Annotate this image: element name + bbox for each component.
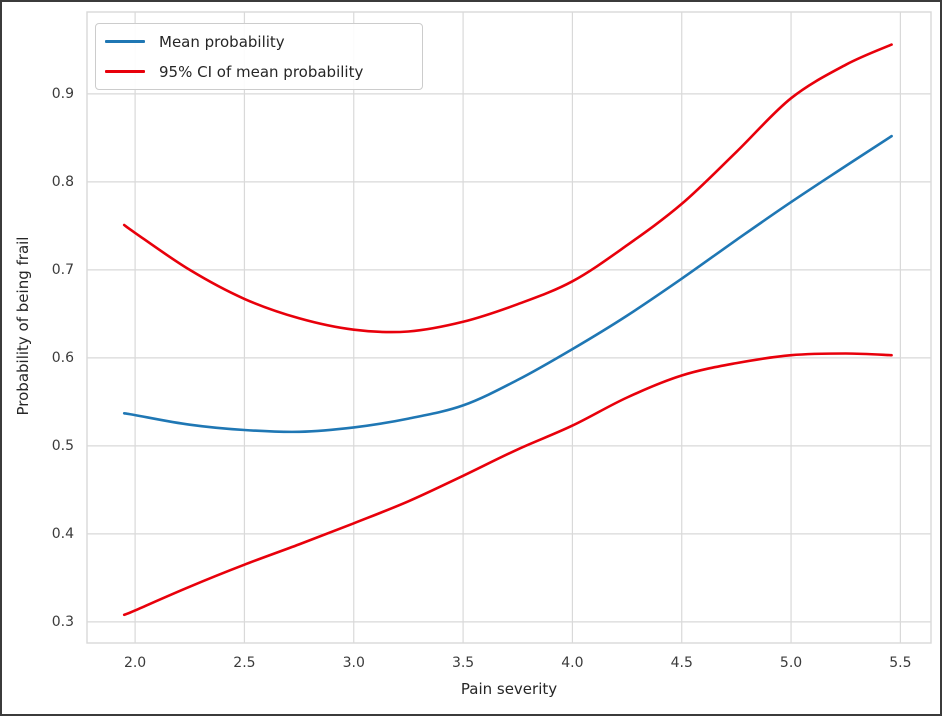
y-tick-label: 0.8 [51,173,74,190]
y-tick-label: 0.9 [51,85,74,102]
legend-label: Mean probability [159,32,285,51]
x-tick-label: 5.0 [779,655,803,671]
ci-line-swatch [105,70,145,73]
legend-item-ci: 95% CI of mean probability [105,61,412,82]
y-tick-label: 0.6 [51,349,74,366]
y-tick-label: 0.3 [51,613,74,630]
y-tick-label: 0.4 [51,525,74,542]
legend-item-mean: Mean probability [105,31,412,52]
y-tick-label: 0.5 [51,437,74,454]
mean-probability-line [122,134,893,434]
x-tick-label: 3.5 [451,655,475,671]
ci-lower-line [122,352,893,617]
legend: Mean probability 95% CI of mean probabil… [95,23,423,90]
x-tick-label: 2.0 [123,655,147,671]
ci-upper-line [122,43,893,334]
plot-border [86,11,932,644]
x-tick-label: 4.5 [670,655,693,671]
x-tick-label: 3.0 [342,655,365,671]
gridlines [87,12,931,643]
y-axis-label: Probability of being frail [14,236,32,416]
y-tick-label: 0.7 [51,261,74,278]
x-tick-label: 2.5 [233,655,256,671]
x-tick-label: 5.5 [889,655,912,671]
x-tick-label: 4.0 [561,655,584,671]
legend-label: 95% CI of mean probability [159,62,364,81]
x-axis-label: Pain severity [460,680,558,698]
mean-line-swatch [105,40,145,43]
